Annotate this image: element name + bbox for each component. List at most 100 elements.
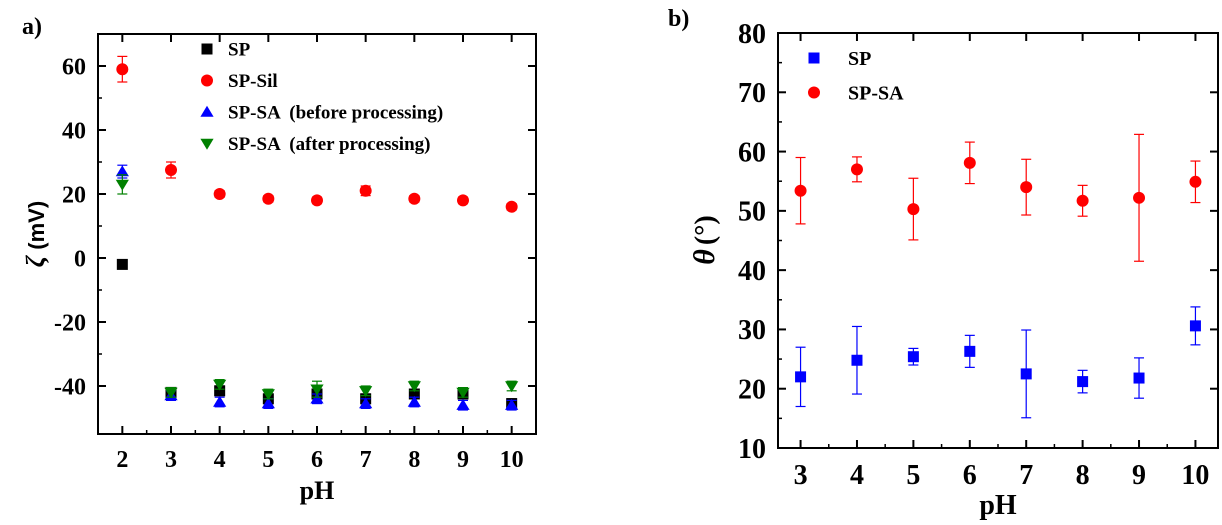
legend-item: SP (808, 48, 871, 70)
data-point (115, 179, 129, 191)
y-tick-labels-b: 10 20 30 40 50 60 70 80 (738, 19, 766, 465)
x-tick-label: 10 (500, 447, 524, 473)
legend-label: SP (228, 40, 251, 61)
legend-label: SP-SA (after processing) (228, 134, 430, 155)
data-point (1020, 181, 1033, 194)
data-point (456, 387, 470, 399)
x-tick-label: 2 (116, 447, 128, 473)
legend-marker (200, 105, 214, 117)
y-tick-label: 50 (738, 197, 766, 228)
data-point (1020, 368, 1032, 380)
legend-marker (200, 138, 214, 150)
legend-label: SP-SA (848, 83, 904, 105)
legend-marker (201, 43, 213, 55)
legend-item: SP (201, 40, 251, 61)
y-tick-label: 60 (738, 137, 766, 168)
data-point (116, 63, 129, 76)
data-point (213, 379, 227, 391)
data-point (262, 192, 275, 205)
data-marks-a (115, 55, 519, 411)
data-point (359, 184, 372, 197)
y-tick-label: 30 (738, 315, 766, 346)
x-axis-title-a: pH (300, 476, 335, 505)
x-tick-label: 8 (1076, 460, 1090, 491)
data-point (851, 354, 863, 366)
x-tick-label: 5 (906, 460, 920, 491)
data-point (213, 395, 227, 407)
data-point (116, 258, 128, 270)
data-point (964, 345, 976, 357)
x-tick-label: 4 (850, 460, 864, 491)
legend-marker (808, 52, 820, 64)
data-point (310, 384, 324, 396)
x-tick-label: 5 (262, 447, 274, 473)
series-2 (794, 133, 1202, 262)
legend-label: SP-SA (before processing) (228, 103, 443, 124)
data-point (456, 398, 470, 410)
series-2 (116, 55, 518, 213)
data-point (795, 371, 807, 383)
legend-b: SP SP-SA (808, 48, 904, 105)
data-point (115, 165, 129, 177)
y-tick-label: 0 (74, 246, 86, 272)
chart-panel-b: b) 3 4 5 6 7 8 9 10 10 20 30 40 50 60 70 80 SP SP-SA pH… (668, 6, 1219, 521)
data-point (261, 397, 275, 409)
y-tick-label: 20 (62, 182, 86, 208)
y-axis-unit-b: (°) (690, 215, 721, 245)
y-tick-label: 70 (738, 78, 766, 109)
x-tick-label: 6 (963, 460, 977, 491)
data-marks-b (794, 133, 1202, 419)
y-tick-label: -20 (54, 310, 86, 336)
y-tick-label: 20 (738, 375, 766, 406)
y-axis-title-b: θ (°) (688, 215, 721, 264)
legend-a: SP SP-Sil SP-SA (before processing) SP-SA (… (200, 40, 443, 155)
x-tick-label: 9 (457, 447, 469, 473)
data-point (213, 188, 226, 200)
series-1 (795, 306, 1201, 419)
data-point (1133, 191, 1146, 204)
x-tick-label: 6 (311, 447, 323, 473)
legend-item: SP-SA (after processing) (200, 134, 430, 155)
data-point (850, 163, 863, 176)
legend-label: SP-Sil (228, 71, 278, 92)
data-point (165, 164, 177, 176)
data-point (907, 203, 920, 216)
series-4 (115, 174, 519, 401)
legend-marker (201, 74, 213, 87)
x-tick-labels-a: 2 3 4 5 6 7 8 9 10 (116, 447, 523, 473)
data-point (1189, 320, 1201, 332)
data-point (963, 156, 976, 169)
data-point (164, 387, 178, 399)
data-point (408, 192, 421, 205)
data-point (1077, 376, 1089, 388)
legend-label: SP (848, 48, 871, 70)
x-tick-label: 4 (214, 447, 226, 473)
panel-label-a: a) (22, 14, 42, 40)
data-point (794, 184, 807, 197)
y-tick-label: -40 (54, 374, 86, 400)
data-point (261, 389, 275, 401)
x-tick-label: 9 (1132, 460, 1146, 491)
chart-panel-a: a) 2 3 4 5 6 7 8 9 10 60 40 20 0 -20 -40 SP SP-Sil SP-S… (21, 14, 537, 505)
data-point (505, 200, 518, 213)
y-axis-title-a: ζ (mV) (21, 201, 50, 267)
data-point (1133, 372, 1145, 384)
panel-label-b: b) (668, 6, 689, 32)
data-point (407, 381, 421, 393)
data-point (1189, 175, 1202, 188)
data-point (907, 351, 919, 363)
axis-ticks-b (778, 32, 1218, 449)
legend-marker (808, 86, 820, 99)
x-tick-label: 8 (408, 447, 420, 473)
y-tick-label: 80 (738, 19, 766, 50)
data-point (505, 398, 519, 410)
x-tick-label: 10 (1181, 460, 1209, 491)
y-tick-label: 10 (738, 434, 766, 465)
y-tick-label: 60 (62, 54, 86, 80)
x-tick-label: 3 (165, 447, 177, 473)
plot-frame-a (97, 33, 537, 435)
data-point (311, 194, 323, 207)
y-tick-label: 40 (62, 118, 86, 144)
data-point (310, 392, 324, 404)
y-axis-unit-a: (mV) (24, 201, 49, 250)
